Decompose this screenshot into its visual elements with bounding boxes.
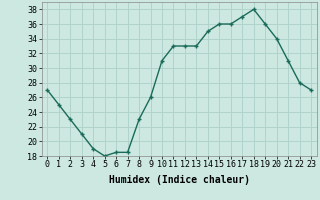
X-axis label: Humidex (Indice chaleur): Humidex (Indice chaleur) (109, 175, 250, 185)
